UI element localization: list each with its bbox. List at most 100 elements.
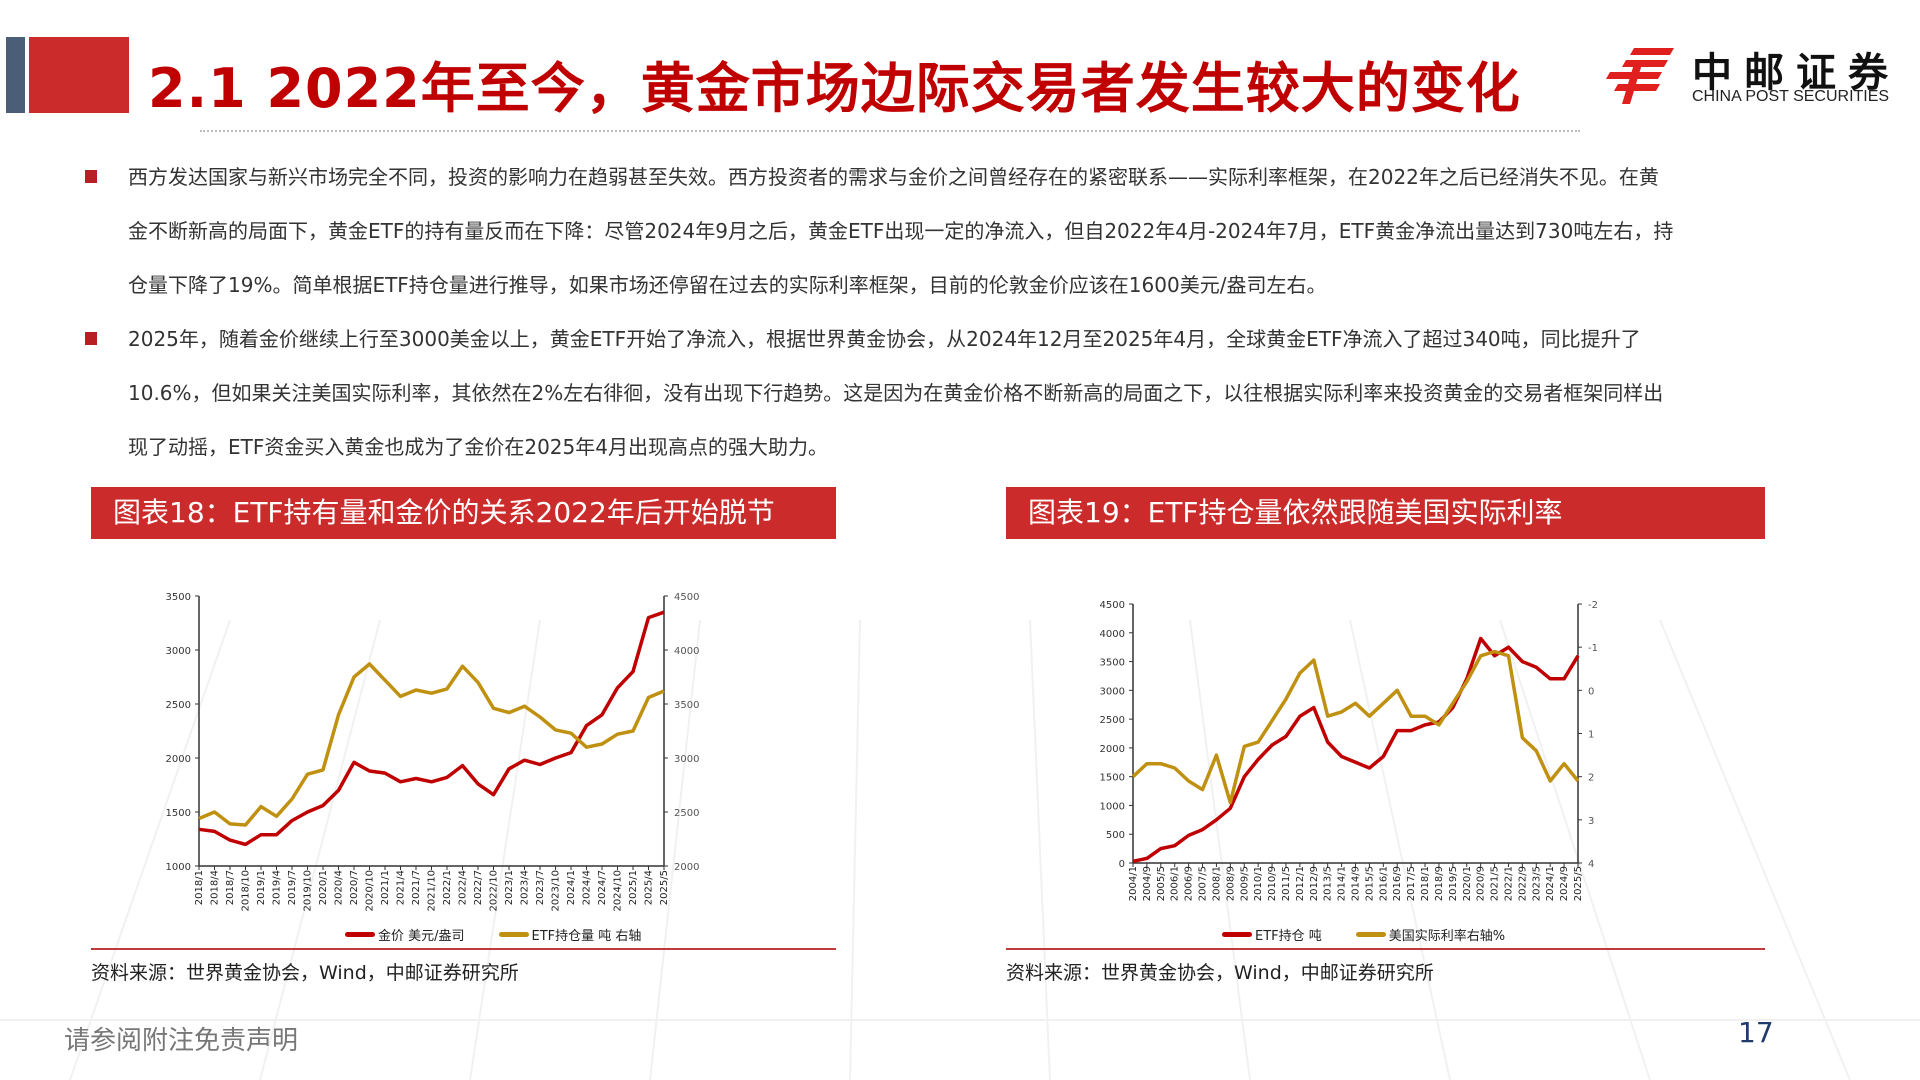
svg-text:2022/10: 2022/10 bbox=[489, 870, 500, 912]
svg-text:2020/4: 2020/4 bbox=[334, 870, 345, 905]
figure-19-chart: 0 500 1000 1500 2000 2500 3000 3500 4000 4500 -2 -1… bbox=[1100, 600, 1598, 870]
svg-text:2020/7: 2020/7 bbox=[349, 870, 360, 905]
svg-text:-1: -1 bbox=[1588, 643, 1598, 654]
figure-19-source: 资料来源：世界黄金协会，Wind，中邮证券研究所 bbox=[1006, 962, 1434, 984]
svg-text:2022/7: 2022/7 bbox=[473, 870, 484, 905]
svg-text:3500: 3500 bbox=[674, 700, 699, 711]
svg-text:2025/5: 2025/5 bbox=[1573, 866, 1584, 901]
bullet-line: 仓量下降了19%。简单根据ETF持仓量进行推导，如果市场还停留在过去的实际利率框… bbox=[128, 273, 1327, 297]
legend-label: ETF持仓 吨 bbox=[1255, 929, 1322, 944]
svg-text:2020/1: 2020/1 bbox=[1462, 866, 1473, 901]
svg-text:2024/1: 2024/1 bbox=[1545, 866, 1556, 901]
figure-18-chart: 1000 1500 2000 2500 3000 3500 2000 2500 3000 3500… bbox=[166, 592, 699, 870]
figure-18-source: 资料来源：世界黄金协会，Wind，中邮证券研究所 bbox=[91, 962, 519, 984]
svg-text:4500: 4500 bbox=[1100, 600, 1125, 611]
figure-19-title: 图表19：ETF持仓量依然跟随美国实际利率 bbox=[1006, 487, 1765, 539]
svg-text:3500: 3500 bbox=[166, 592, 191, 603]
svg-text:2018/4: 2018/4 bbox=[210, 870, 221, 905]
legend-label: ETF持仓量 吨 右轴 bbox=[531, 929, 642, 944]
legend-item-gold-price: 金价 美元/盎司 bbox=[345, 925, 465, 944]
svg-text:2018/1: 2018/1 bbox=[1420, 866, 1431, 901]
svg-text:3500: 3500 bbox=[1100, 658, 1125, 669]
svg-text:2024/7: 2024/7 bbox=[597, 870, 608, 905]
svg-text:1000: 1000 bbox=[166, 862, 191, 870]
svg-text:4000: 4000 bbox=[674, 646, 699, 657]
svg-text:2024/1: 2024/1 bbox=[566, 870, 577, 905]
gold-line-swatch-icon bbox=[498, 932, 529, 937]
bullet-item: 西方发达国家与新兴市场完全不同，投资的影响力在趋弱甚至失效。西方投资者的需求与金… bbox=[82, 150, 1822, 312]
svg-text:2000: 2000 bbox=[166, 754, 191, 765]
legend-label: 美国实际利率右轴% bbox=[1388, 929, 1506, 944]
svg-text:500: 500 bbox=[1106, 830, 1125, 841]
red-line-swatch-icon bbox=[1222, 932, 1252, 937]
figure-19-x-axis-labels: 2004/1 2004/9 2005/5 2006/1 2006/9 2007/5 2008… bbox=[1128, 866, 1584, 901]
svg-text:2021/4: 2021/4 bbox=[396, 870, 407, 905]
figure-18-title: 图表18：ETF持有量和金价的关系2022年后开始脱节 bbox=[91, 487, 836, 539]
svg-text:2021/7: 2021/7 bbox=[411, 870, 422, 905]
svg-text:3: 3 bbox=[1588, 816, 1594, 827]
svg-text:2024/9: 2024/9 bbox=[1559, 866, 1570, 901]
svg-text:1500: 1500 bbox=[1100, 773, 1125, 784]
svg-text:2023/5: 2023/5 bbox=[1531, 866, 1542, 901]
svg-text:2500: 2500 bbox=[1100, 715, 1125, 726]
china-post-logo-icon bbox=[1606, 48, 1674, 104]
svg-text:2019/10: 2019/10 bbox=[303, 870, 314, 912]
svg-text:2007/5: 2007/5 bbox=[1198, 866, 1209, 901]
company-logo: 中邮证券 CHINA POST SECURITIES bbox=[1600, 40, 1900, 110]
bullet-list: 西方发达国家与新兴市场完全不同，投资的影响力在趋弱甚至失效。西方投资者的需求与金… bbox=[82, 150, 1822, 474]
svg-text:2022/9: 2022/9 bbox=[1517, 866, 1528, 901]
gold-line-swatch-icon bbox=[1355, 932, 1386, 937]
svg-text:2018/9: 2018/9 bbox=[1434, 866, 1445, 901]
header-accent-bar bbox=[6, 37, 25, 113]
svg-text:2020/10: 2020/10 bbox=[365, 870, 376, 912]
page-title: 2.1 2022年至今，黄金市场边际交易者发生较大的变化 bbox=[148, 57, 1521, 120]
svg-text:2021/1: 2021/1 bbox=[380, 870, 391, 905]
bullet-line: 2025年，随着金价继续上行至3000美金以上，黄金ETF开始了净流入，根据世界… bbox=[128, 327, 1641, 351]
svg-text:2012/1: 2012/1 bbox=[1295, 866, 1306, 901]
svg-text:2025/5: 2025/5 bbox=[659, 870, 670, 905]
svg-text:2023/4: 2023/4 bbox=[520, 870, 531, 905]
legend-label: 金价 美元/盎司 bbox=[378, 929, 465, 944]
svg-text:2019/1: 2019/1 bbox=[256, 870, 267, 905]
disclaimer-note: 请参阅附注免责声明 bbox=[64, 1026, 299, 1056]
svg-text:2019/4: 2019/4 bbox=[272, 870, 283, 905]
svg-text:3000: 3000 bbox=[1100, 686, 1125, 697]
logo-english-name: CHINA POST SECURITIES bbox=[1692, 88, 1890, 105]
svg-text:0: 0 bbox=[1119, 859, 1125, 870]
svg-text:2018/10: 2018/10 bbox=[241, 870, 252, 912]
svg-text:2005/5: 2005/5 bbox=[1156, 866, 1167, 901]
svg-text:2022/4: 2022/4 bbox=[458, 870, 469, 905]
svg-text:2024/10: 2024/10 bbox=[613, 870, 624, 912]
bullet-square-icon bbox=[85, 170, 97, 183]
svg-text:2015/5: 2015/5 bbox=[1364, 866, 1375, 901]
svg-text:2018/7: 2018/7 bbox=[225, 870, 236, 905]
svg-text:2014/9: 2014/9 bbox=[1351, 866, 1362, 901]
svg-text:2010/9: 2010/9 bbox=[1267, 866, 1278, 901]
svg-text:2008/9: 2008/9 bbox=[1225, 866, 1236, 901]
bullet-line: 现了动摇，ETF资金买入黄金也成为了金价在2025年4月出现高点的强大助力。 bbox=[128, 435, 828, 459]
svg-text:2008/1: 2008/1 bbox=[1211, 866, 1222, 901]
bullet-square-icon bbox=[85, 332, 97, 345]
svg-text:2019/5: 2019/5 bbox=[1448, 866, 1459, 901]
svg-text:2000: 2000 bbox=[1100, 744, 1125, 755]
svg-text:2020/1: 2020/1 bbox=[318, 870, 329, 905]
red-line-swatch-icon bbox=[345, 932, 375, 937]
svg-text:2006/1: 2006/1 bbox=[1170, 866, 1181, 901]
svg-text:2006/9: 2006/9 bbox=[1184, 866, 1195, 901]
svg-text:2009/5: 2009/5 bbox=[1239, 866, 1250, 901]
svg-text:2020/9: 2020/9 bbox=[1476, 866, 1487, 901]
svg-text:2000: 2000 bbox=[674, 862, 699, 870]
svg-text:2017/5: 2017/5 bbox=[1406, 866, 1417, 901]
svg-text:2011/5: 2011/5 bbox=[1281, 866, 1292, 901]
svg-text:1500: 1500 bbox=[166, 808, 191, 819]
svg-text:2021/10: 2021/10 bbox=[427, 870, 438, 912]
svg-text:2012/9: 2012/9 bbox=[1309, 866, 1320, 901]
svg-text:2004/9: 2004/9 bbox=[1142, 866, 1153, 901]
header-divider bbox=[200, 130, 1580, 132]
svg-text:2014/1: 2014/1 bbox=[1337, 866, 1348, 901]
figure-18-x-axis-labels: 2018/1 2018/4 2018/7 2018/10 2019/1 2019/4 201… bbox=[194, 870, 670, 912]
svg-text:4: 4 bbox=[1588, 859, 1594, 870]
svg-text:1000: 1000 bbox=[1100, 801, 1125, 812]
svg-text:3000: 3000 bbox=[674, 754, 699, 765]
svg-text:-2: -2 bbox=[1588, 600, 1598, 611]
